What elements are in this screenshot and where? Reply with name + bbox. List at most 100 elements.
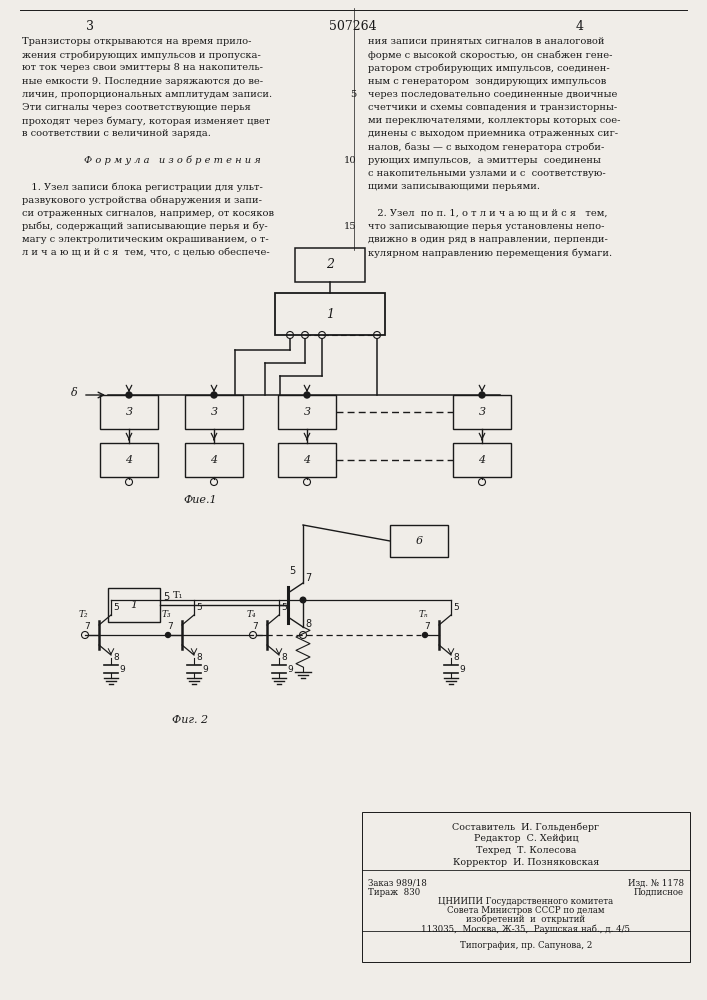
Text: 7: 7 bbox=[424, 622, 430, 631]
Text: Составитель  И. Гольденберг: Составитель И. Гольденберг bbox=[452, 822, 600, 832]
Circle shape bbox=[211, 392, 217, 398]
Text: 5: 5 bbox=[288, 566, 295, 576]
Text: Типография, пр. Сапунова, 2: Типография, пр. Сапунова, 2 bbox=[460, 941, 592, 950]
Text: 10: 10 bbox=[344, 156, 356, 165]
Text: магу с электролитическим окрашиванием, о т-: магу с электролитическим окрашиванием, о… bbox=[22, 235, 269, 244]
Text: личин, пропорциональных амплитудам записи.: личин, пропорциональных амплитудам запис… bbox=[22, 90, 272, 99]
Text: 1: 1 bbox=[130, 600, 138, 610]
Text: 3: 3 bbox=[479, 407, 486, 417]
Text: Подписное: Подписное bbox=[634, 888, 684, 897]
Text: T₃: T₃ bbox=[161, 610, 171, 619]
Text: ратором стробирующих импульсов, соединен-: ратором стробирующих импульсов, соединен… bbox=[368, 63, 609, 73]
Text: 9: 9 bbox=[287, 664, 293, 674]
Text: 9: 9 bbox=[119, 664, 124, 674]
Text: ным с генератором  зондирующих импульсов: ным с генератором зондирующих импульсов bbox=[368, 77, 606, 86]
Text: 3: 3 bbox=[86, 20, 94, 33]
Text: ния записи принятых сигналов в аналоговой: ния записи принятых сигналов в аналогово… bbox=[368, 37, 604, 46]
Text: что записывающие перья установлены непо-: что записывающие перья установлены непо- bbox=[368, 222, 604, 231]
Text: динены с выходом приемника отраженных сиг-: динены с выходом приемника отраженных си… bbox=[368, 129, 618, 138]
Text: л и ч а ю щ и й с я  тем, что, с целью обеспече-: л и ч а ю щ и й с я тем, что, с целью об… bbox=[22, 248, 270, 257]
Bar bbox=[362, 812, 690, 962]
Bar bbox=[100, 395, 158, 429]
Text: 8: 8 bbox=[196, 652, 201, 662]
Text: Транзисторы открываются на время прило-: Транзисторы открываются на время прило- bbox=[22, 37, 252, 46]
Text: изобретений  и  открытий: изобретений и открытий bbox=[467, 915, 585, 924]
Text: 4: 4 bbox=[211, 455, 218, 465]
Text: 1: 1 bbox=[326, 308, 334, 320]
Text: T₂: T₂ bbox=[78, 610, 88, 619]
Bar bbox=[278, 395, 336, 429]
Text: 5: 5 bbox=[163, 592, 169, 602]
Circle shape bbox=[300, 597, 306, 603]
Text: 3: 3 bbox=[303, 407, 310, 417]
Text: форме с высокой скоростью, он снабжен гене-: форме с высокой скоростью, он снабжен ге… bbox=[368, 50, 612, 60]
Text: 15: 15 bbox=[344, 222, 356, 231]
Text: Фиг. 2: Фиг. 2 bbox=[172, 715, 208, 725]
Text: счетчики и схемы совпадения и транзисторны-: счетчики и схемы совпадения и транзистор… bbox=[368, 103, 617, 112]
Bar bbox=[390, 525, 448, 557]
Text: 7: 7 bbox=[252, 622, 258, 631]
Text: 4: 4 bbox=[303, 455, 310, 465]
Text: 4: 4 bbox=[479, 455, 486, 465]
Circle shape bbox=[126, 392, 132, 398]
Text: рующих импульсов,  а эмиттеры  соединены: рующих импульсов, а эмиттеры соединены bbox=[368, 156, 601, 165]
Text: жения стробирующих импульсов и пропуска-: жения стробирующих импульсов и пропуска- bbox=[22, 50, 261, 60]
Text: 2: 2 bbox=[326, 258, 334, 271]
Circle shape bbox=[479, 392, 485, 398]
Text: T₄: T₄ bbox=[246, 610, 256, 619]
Text: проходят через бумагу, которая изменяет цвет: проходят через бумагу, которая изменяет … bbox=[22, 116, 270, 126]
Circle shape bbox=[423, 633, 428, 638]
Bar bbox=[275, 293, 385, 335]
Circle shape bbox=[165, 633, 170, 638]
Bar bbox=[295, 248, 365, 282]
Text: 5: 5 bbox=[281, 602, 287, 611]
Text: 5: 5 bbox=[113, 602, 119, 611]
Text: T₁: T₁ bbox=[173, 591, 183, 600]
Text: 3: 3 bbox=[125, 407, 132, 417]
Text: Tₙ: Tₙ bbox=[418, 610, 428, 619]
Bar bbox=[453, 443, 511, 477]
Text: 507264: 507264 bbox=[329, 20, 377, 33]
Text: щими записывающими перьями.: щими записывающими перьями. bbox=[368, 182, 540, 191]
Text: 4: 4 bbox=[125, 455, 132, 465]
Text: в соответствии с величиной заряда.: в соответствии с величиной заряда. bbox=[22, 129, 211, 138]
Text: Редактор  С. Хейфиц: Редактор С. Хейфиц bbox=[474, 834, 578, 843]
Bar bbox=[108, 588, 160, 622]
Text: 2. Узел  по п. 1, о т л и ч а ю щ и й с я   тем,: 2. Узел по п. 1, о т л и ч а ю щ и й с я… bbox=[368, 209, 607, 218]
Text: Техред  Т. Колесова: Техред Т. Колесова bbox=[476, 846, 576, 855]
Text: 7: 7 bbox=[84, 622, 90, 631]
Bar bbox=[185, 443, 243, 477]
Bar bbox=[278, 443, 336, 477]
Text: 8: 8 bbox=[281, 652, 287, 662]
Text: ют ток через свои эмиттеры 8 на накопитель-: ют ток через свои эмиттеры 8 на накопите… bbox=[22, 63, 263, 72]
Text: рыбы, содержащий записывающие перья и бу-: рыбы, содержащий записывающие перья и бу… bbox=[22, 222, 268, 231]
Text: налов, базы — с выходом генератора строби-: налов, базы — с выходом генератора строб… bbox=[368, 143, 604, 152]
Text: 6: 6 bbox=[416, 536, 423, 546]
Text: 9: 9 bbox=[459, 664, 464, 674]
Bar bbox=[453, 395, 511, 429]
Text: Фuе.1: Фuе.1 bbox=[183, 495, 217, 505]
Text: с накопительными узлами и с  соответствую-: с накопительными узлами и с соответствую… bbox=[368, 169, 606, 178]
Text: 3: 3 bbox=[211, 407, 218, 417]
Text: 4: 4 bbox=[576, 20, 584, 33]
Text: 7: 7 bbox=[167, 622, 173, 631]
Text: через последовательно соединенные двоичные: через последовательно соединенные двоичн… bbox=[368, 90, 617, 99]
Text: 1. Узел записи блока регистрации для ульт-: 1. Узел записи блока регистрации для уль… bbox=[22, 182, 263, 192]
Text: ЦНИИПИ Государственного комитета: ЦНИИПИ Государственного комитета bbox=[438, 897, 614, 906]
Text: Эти сигналы через соответствующие перья: Эти сигналы через соответствующие перья bbox=[22, 103, 251, 112]
Bar bbox=[100, 443, 158, 477]
Text: δ: δ bbox=[71, 388, 78, 398]
Text: 5: 5 bbox=[453, 602, 459, 611]
Text: движно в один ряд в направлении, перпенди-: движно в один ряд в направлении, перпенд… bbox=[368, 235, 608, 244]
Text: ные емкости 9. Последние заряжаются до ве-: ные емкости 9. Последние заряжаются до в… bbox=[22, 77, 263, 86]
Text: Ф о р м у л а   и з о б р е т е н и я: Ф о р м у л а и з о б р е т е н и я bbox=[83, 156, 260, 165]
Text: Тираж  830: Тираж 830 bbox=[368, 888, 420, 897]
Text: 7: 7 bbox=[305, 573, 311, 583]
Text: 8: 8 bbox=[305, 619, 311, 629]
Text: си отраженных сигналов, например, от косяков: си отраженных сигналов, например, от кос… bbox=[22, 209, 274, 218]
Circle shape bbox=[304, 392, 310, 398]
Text: 8: 8 bbox=[113, 652, 119, 662]
Text: развукового устройства обнаружения и запи-: развукового устройства обнаружения и зап… bbox=[22, 195, 262, 205]
Text: 5: 5 bbox=[196, 602, 201, 611]
Text: Совета Министров СССР по делам: Совета Министров СССР по делам bbox=[448, 906, 604, 915]
